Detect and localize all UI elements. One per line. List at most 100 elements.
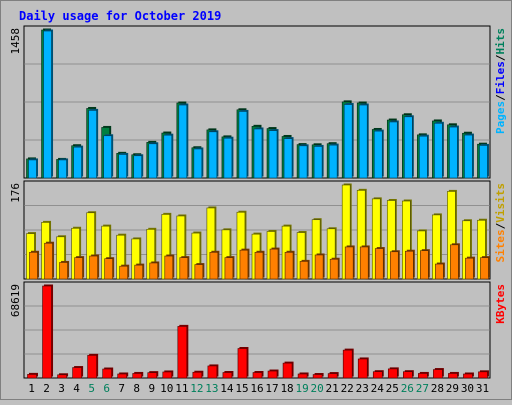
bar-kbytes (102, 368, 112, 379)
bar-files (118, 154, 127, 179)
legend-entry-files: Files (494, 61, 507, 94)
bar-sites (359, 246, 369, 280)
bar-kbytes (342, 349, 353, 379)
x-tick-label: 27 (416, 382, 429, 395)
bar-files (373, 130, 383, 179)
bar-kbytes (117, 373, 127, 379)
x-tick-label: 1 (28, 382, 35, 395)
bar-sites (149, 262, 159, 280)
bar-files (163, 134, 173, 179)
x-tick-label: 13 (205, 382, 218, 395)
x-tick-label: 16 (250, 382, 263, 395)
x-tick-label: 31 (476, 382, 489, 395)
x-tick-label: 14 (220, 382, 234, 395)
bar-kbytes (327, 373, 338, 379)
bar-sites (164, 255, 174, 280)
x-tick-label: 21 (326, 382, 339, 395)
bar-kbytes (147, 372, 158, 379)
bar-sites (284, 251, 294, 280)
x-tick-label: 12 (190, 382, 203, 395)
x-tick-label: 24 (371, 382, 385, 395)
bar-files (178, 104, 188, 179)
x-tick-label: 30 (461, 382, 474, 395)
bar-sites (435, 263, 444, 280)
legend-entry-sites: Sites (494, 229, 507, 262)
bar-files (434, 122, 443, 179)
bar-files (449, 126, 458, 179)
bar-files (464, 134, 473, 179)
bar-files (238, 111, 248, 179)
bar-files (404, 116, 413, 179)
bar-sites (179, 257, 189, 280)
bar-sites (389, 251, 399, 280)
x-tick-label: 19 (295, 382, 308, 395)
bar-kbytes (357, 358, 368, 379)
bar-sites (59, 262, 68, 280)
x-tick-label: 6 (103, 382, 110, 395)
bar-sites (344, 246, 354, 280)
legend-separator: / (494, 222, 507, 229)
bar-sites (44, 242, 53, 280)
bar-sites (254, 251, 264, 280)
bar-files (193, 148, 203, 179)
bar-kbytes (312, 374, 323, 379)
bar-sites (89, 255, 98, 280)
bar-kbytes (387, 368, 398, 379)
x-tick-label: 17 (265, 382, 278, 395)
legend-entry-hits: Hits (494, 28, 507, 55)
bar-kbytes (418, 373, 428, 379)
legend-separator: / (494, 94, 507, 101)
bar-files (298, 145, 308, 179)
bar-kbytes (222, 372, 233, 379)
bar-files (419, 135, 428, 179)
bar-kbytes (282, 362, 293, 379)
bar-sites (119, 265, 128, 280)
x-tick-label: 23 (356, 382, 369, 395)
bar-sites (329, 258, 339, 280)
bar-kbytes (403, 371, 413, 379)
bar-sites (269, 248, 279, 280)
bar-kbytes (177, 326, 188, 379)
bar-kbytes (27, 374, 37, 379)
bar-kbytes (132, 373, 143, 379)
bar-files (103, 135, 112, 179)
bar-files (283, 138, 293, 179)
x-tick-label: 26 (401, 382, 414, 395)
x-tick-label: 9 (148, 382, 155, 395)
bar-kbytes (207, 365, 218, 379)
bar-sites (450, 244, 459, 280)
bar-sites (134, 264, 144, 280)
bar-files (313, 146, 323, 179)
bar-files (479, 145, 488, 179)
bar-kbytes (252, 372, 263, 379)
bar-kbytes (57, 374, 67, 379)
series-legend: Sites/Visits (494, 183, 507, 263)
bar-kbytes (297, 373, 308, 379)
bar-files (388, 121, 398, 179)
bar-sites (29, 251, 38, 280)
bar-sites (224, 257, 234, 280)
bar-kbytes (372, 371, 383, 379)
x-tick-label: 29 (446, 382, 459, 395)
bar-files (148, 143, 158, 179)
bar-files (58, 159, 67, 179)
bar-files (253, 128, 263, 179)
bar-kbytes (478, 371, 488, 379)
series-legend: Pages/Files/Hits (494, 28, 507, 134)
x-tick-label: 18 (280, 382, 293, 395)
bar-files (343, 104, 353, 179)
bar-files (133, 155, 143, 179)
chart-panel-2: 176 Sites/Visits (9, 180, 507, 280)
x-tick-label: 20 (311, 382, 324, 395)
bar-files (268, 130, 278, 179)
bar-kbytes (192, 371, 203, 379)
bar-sites (314, 254, 324, 280)
bar-files (208, 131, 218, 179)
series-legend: KBytes (494, 284, 507, 324)
x-tick-label: 22 (341, 382, 354, 395)
x-tick-label: 25 (386, 382, 399, 395)
x-tick-label: 11 (175, 382, 188, 395)
chart-title: Daily usage for October 2019 (19, 9, 221, 23)
x-tick-label: 4 (73, 382, 80, 395)
